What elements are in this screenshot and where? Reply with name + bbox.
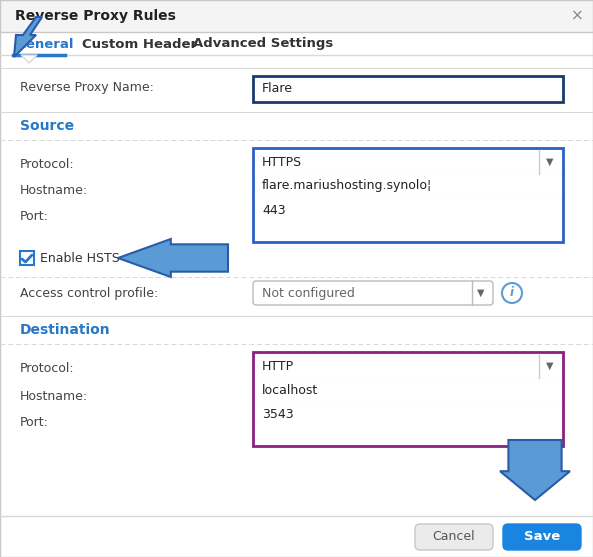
Text: Save: Save bbox=[524, 530, 560, 544]
Text: ▼: ▼ bbox=[546, 361, 554, 371]
Bar bbox=[0, 0, 593, 32]
FancyBboxPatch shape bbox=[253, 281, 493, 305]
FancyBboxPatch shape bbox=[503, 524, 581, 550]
Text: Port:: Port: bbox=[20, 416, 49, 428]
Circle shape bbox=[502, 283, 522, 303]
Bar bbox=[255, 150, 561, 174]
Text: i: i bbox=[510, 286, 514, 300]
Text: Source: Source bbox=[20, 119, 74, 133]
Text: Advanced Settings: Advanced Settings bbox=[193, 37, 333, 51]
Text: localhost: localhost bbox=[262, 384, 318, 397]
FancyBboxPatch shape bbox=[415, 524, 493, 550]
Text: Port:: Port: bbox=[20, 211, 49, 223]
Text: Reverse Proxy Name:: Reverse Proxy Name: bbox=[20, 81, 154, 95]
Bar bbox=[255, 402, 561, 426]
Text: HTTPS: HTTPS bbox=[262, 155, 302, 169]
Bar bbox=[255, 198, 561, 222]
Text: Hostname:: Hostname: bbox=[20, 389, 88, 403]
Text: Not configured: Not configured bbox=[262, 286, 355, 300]
Text: 3543: 3543 bbox=[262, 408, 294, 421]
Text: Hostname:: Hostname: bbox=[20, 184, 88, 198]
Polygon shape bbox=[500, 440, 570, 500]
Text: Reverse Proxy Rules: Reverse Proxy Rules bbox=[15, 9, 176, 23]
Text: Destination: Destination bbox=[20, 323, 111, 337]
Text: Enable HSTS: Enable HSTS bbox=[40, 252, 120, 265]
Text: ▼: ▼ bbox=[546, 157, 554, 167]
Text: HTTP: HTTP bbox=[262, 359, 294, 373]
Text: General: General bbox=[15, 37, 74, 51]
Text: Protocol:: Protocol: bbox=[20, 363, 75, 375]
Polygon shape bbox=[21, 55, 37, 63]
Bar bbox=[20, 251, 34, 265]
Text: flare.mariushosting.synolo¦: flare.mariushosting.synolo¦ bbox=[262, 179, 432, 193]
Bar bbox=[253, 352, 563, 446]
Text: 443: 443 bbox=[262, 203, 286, 217]
Bar bbox=[253, 148, 563, 242]
Text: Flare: Flare bbox=[262, 82, 293, 95]
Polygon shape bbox=[14, 17, 42, 57]
Text: Custom Header: Custom Header bbox=[82, 37, 197, 51]
Text: Access control profile:: Access control profile: bbox=[20, 286, 158, 300]
Text: ×: × bbox=[570, 8, 584, 23]
Text: Protocol:: Protocol: bbox=[20, 159, 75, 172]
Bar bbox=[253, 76, 563, 102]
Bar bbox=[255, 378, 561, 402]
Bar bbox=[255, 174, 561, 198]
Bar bbox=[255, 354, 561, 378]
Polygon shape bbox=[118, 239, 228, 277]
Text: Cancel: Cancel bbox=[433, 530, 476, 544]
Text: ▼: ▼ bbox=[477, 288, 484, 298]
